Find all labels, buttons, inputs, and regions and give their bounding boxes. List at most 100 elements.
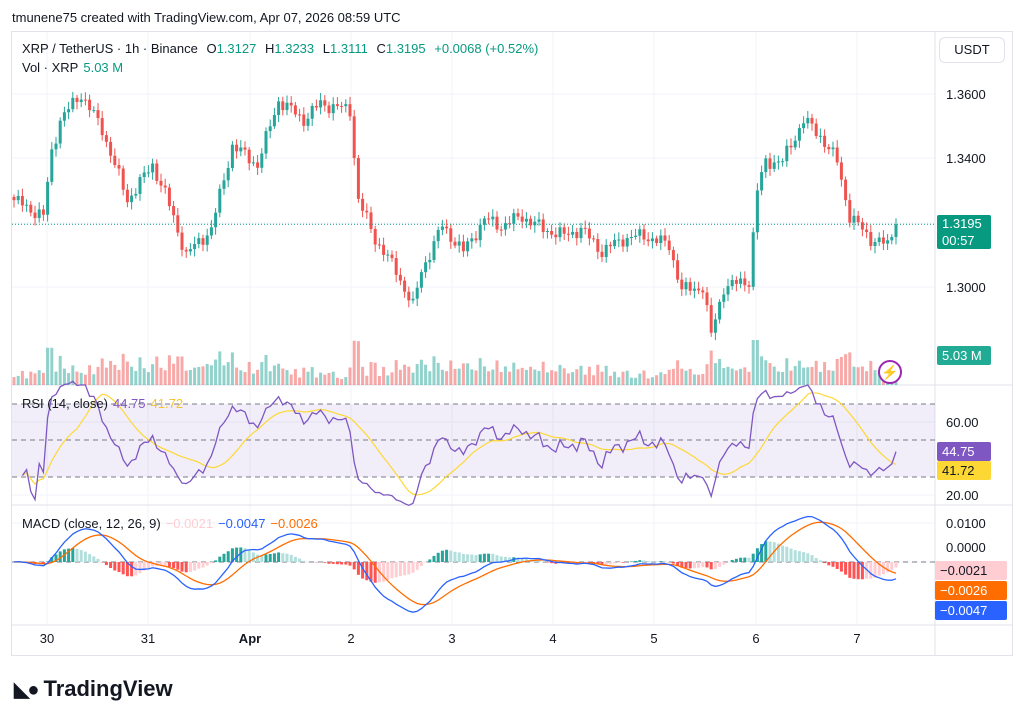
macd-title[interactable]: MACD (close, 12, 26, 9): [22, 516, 161, 531]
macd-histogram-bar: [655, 561, 659, 562]
candle-body: [789, 145, 793, 148]
candle-body: [361, 198, 365, 211]
macd-histogram-bar: [117, 562, 121, 573]
candle-body: [428, 259, 432, 263]
volume-bar: [676, 360, 680, 385]
volume-title[interactable]: Vol · XRP: [22, 60, 79, 75]
volume-bar: [839, 356, 843, 385]
macd-histogram-bar: [680, 562, 684, 568]
macd-hist-tag: −0.0021: [935, 561, 1007, 580]
tradingview-logo[interactable]: ◣● TradingView: [14, 676, 173, 702]
candle-body: [781, 161, 785, 163]
rsi-tick: 20.00: [946, 488, 979, 503]
volume-bar: [596, 364, 600, 385]
volume-bar: [789, 370, 793, 385]
candle-body: [558, 227, 562, 238]
volume-bar: [650, 377, 654, 385]
candle-body: [856, 215, 860, 223]
macd-histogram-bar: [428, 559, 432, 562]
macd-histogram-bar: [235, 547, 239, 562]
candle-body: [608, 244, 612, 247]
macd-histogram-bar: [125, 562, 129, 577]
volume-bar: [92, 374, 96, 385]
macd-histogram-bar: [751, 553, 755, 562]
candle-body: [734, 280, 738, 284]
candle-body: [554, 234, 558, 238]
volume-bar: [172, 363, 176, 385]
currency-button[interactable]: USDT: [939, 37, 1005, 63]
macd-histogram-bar: [331, 562, 335, 564]
volume-bar: [310, 367, 314, 385]
candle-body: [79, 99, 83, 103]
candle-body: [818, 135, 822, 137]
candle-body: [218, 188, 222, 213]
macd-histogram-bar: [617, 562, 621, 563]
candle-body: [583, 227, 587, 229]
candle-body: [592, 238, 596, 240]
candle-body: [134, 193, 138, 196]
volume-bar: [314, 377, 318, 385]
candle-body: [390, 254, 394, 259]
macd-histogram-bar: [226, 551, 230, 562]
macd-histogram-bar: [457, 552, 461, 562]
macd-histogram-bar: [50, 557, 54, 562]
candle-body: [302, 114, 306, 126]
macd-histogram-bar: [747, 557, 751, 562]
candle-body: [797, 128, 801, 141]
volume-bar: [67, 373, 71, 385]
volume-bar: [667, 369, 671, 385]
macd-histogram-bar: [818, 560, 822, 562]
candle-body: [642, 229, 646, 240]
volume-bar: [272, 365, 276, 385]
candle-body: [566, 233, 570, 235]
candle-body: [663, 235, 667, 241]
macd-histogram-bar: [222, 553, 226, 562]
macd-histogram-bar: [676, 562, 680, 566]
volume-bar: [235, 367, 239, 385]
macd-histogram-bar: [785, 546, 789, 562]
macd-histogram-bar: [508, 557, 512, 562]
candle-body: [243, 147, 247, 150]
candle-body: [394, 258, 398, 275]
volume-bar: [608, 375, 612, 385]
macd-histogram-bar: [852, 562, 856, 579]
close: C1.3195: [376, 41, 425, 56]
volume-bar: [814, 360, 818, 385]
macd-histogram-bar: [41, 562, 45, 564]
macd-histogram-bar: [827, 562, 831, 566]
macd-histogram-bar: [474, 555, 478, 562]
candle-body: [491, 216, 495, 220]
rsi-title[interactable]: RSI (14, close): [22, 396, 108, 411]
volume-bar: [818, 371, 822, 385]
candle-body: [356, 158, 360, 199]
logo-text: TradingView: [43, 676, 173, 701]
change-value: +0.0068 (+0.52%): [434, 41, 539, 56]
volume-bar: [251, 373, 255, 385]
volume-bar: [503, 366, 507, 385]
macd-histogram-bar: [302, 560, 306, 562]
candle-body: [508, 223, 512, 225]
chart-frame[interactable]: [11, 31, 1013, 656]
volume-bar: [743, 367, 747, 385]
candle-body: [718, 301, 722, 320]
symbol-title[interactable]: XRP / TetherUS · 1h · Binance: [22, 41, 198, 56]
macd-histogram-bar: [113, 562, 117, 571]
macd-histogram-bar: [121, 562, 125, 575]
candle-body: [293, 105, 297, 115]
volume-bar: [188, 370, 192, 385]
candle-body: [802, 123, 806, 129]
volume-bar: [407, 366, 411, 385]
volume-bar: [646, 378, 650, 385]
candle-body: [848, 200, 852, 223]
macd-histogram-bar: [621, 562, 625, 563]
lightning-icon[interactable]: ⚡: [878, 360, 902, 384]
macd-histogram-bar: [138, 562, 142, 574]
candle-body: [617, 239, 621, 241]
volume-bar: [323, 374, 327, 385]
volume-bar: [306, 371, 310, 385]
volume-bar: [730, 368, 734, 385]
macd-histogram-bar: [713, 562, 717, 569]
candle-body: [873, 242, 877, 247]
volume-bar: [747, 371, 751, 385]
